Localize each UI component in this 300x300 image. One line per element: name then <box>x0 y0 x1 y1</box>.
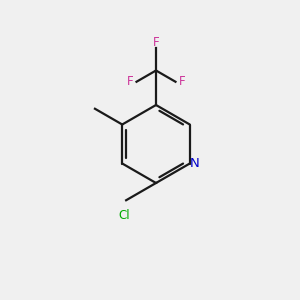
Text: Cl: Cl <box>119 209 130 222</box>
Text: F: F <box>127 75 133 88</box>
Text: F: F <box>153 36 159 49</box>
Text: F: F <box>179 75 185 88</box>
Text: N: N <box>189 157 199 170</box>
